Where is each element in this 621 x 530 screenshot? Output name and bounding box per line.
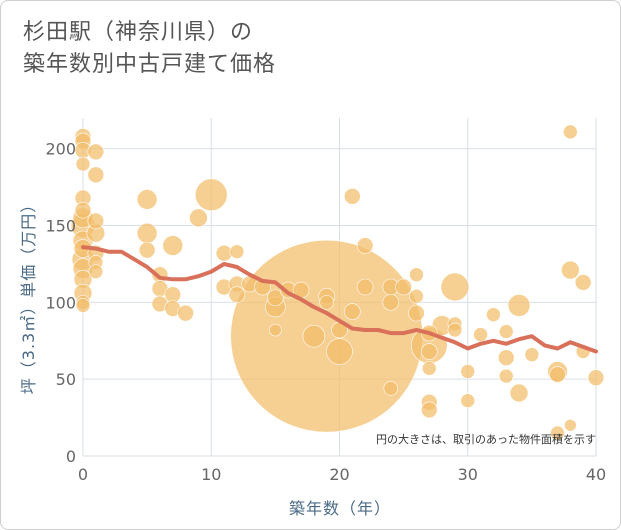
data-point bbox=[88, 264, 104, 279]
data-point bbox=[383, 381, 399, 396]
data-point bbox=[507, 294, 531, 317]
data-point bbox=[230, 239, 423, 433]
x-tick-label: 30 bbox=[458, 465, 478, 484]
data-point bbox=[421, 361, 437, 376]
chart-title: 杉田駅（神奈川県）の 築年数別中古戸建て価格 bbox=[23, 17, 276, 81]
data-point bbox=[587, 369, 605, 386]
data-point bbox=[75, 298, 91, 313]
x-tick-label: 0 bbox=[78, 465, 88, 484]
data-point bbox=[215, 244, 233, 262]
data-point bbox=[87, 166, 105, 184]
data-point bbox=[497, 349, 515, 366]
x-tick-label: 40 bbox=[586, 465, 606, 484]
data-point bbox=[189, 208, 208, 228]
data-point bbox=[162, 235, 184, 256]
data-point bbox=[563, 124, 578, 140]
data-point bbox=[229, 244, 245, 259]
data-point bbox=[136, 189, 158, 210]
data-point bbox=[549, 366, 566, 383]
data-point bbox=[509, 383, 529, 403]
data-point bbox=[138, 241, 156, 259]
bubble-size-note: 円の大きさは、取引のあった物件面積を示す bbox=[376, 432, 596, 446]
data-point bbox=[395, 278, 412, 296]
data-point bbox=[420, 401, 438, 419]
data-point bbox=[326, 338, 353, 365]
data-point bbox=[408, 304, 425, 322]
data-point bbox=[460, 393, 476, 408]
data-point bbox=[136, 222, 158, 244]
data-point bbox=[564, 418, 577, 432]
data-point bbox=[498, 368, 514, 384]
bubble-layer bbox=[70, 124, 605, 441]
y-tick-label: 200 bbox=[45, 140, 76, 159]
data-point bbox=[440, 272, 470, 302]
data-point bbox=[409, 288, 424, 304]
data-point bbox=[74, 201, 92, 219]
y-tick-label: 150 bbox=[45, 217, 76, 236]
y-tick-label: 0 bbox=[66, 447, 76, 466]
data-point bbox=[460, 364, 476, 379]
data-point bbox=[87, 143, 105, 161]
data-point bbox=[269, 323, 282, 337]
tick-labels: 0 10 20 30 40 0 50 100 150 200 bbox=[45, 140, 606, 484]
y-tick-label: 100 bbox=[45, 293, 76, 312]
data-point bbox=[267, 289, 284, 307]
data-point bbox=[524, 347, 540, 362]
data-point bbox=[177, 304, 194, 322]
data-point bbox=[228, 286, 246, 303]
data-point bbox=[382, 294, 400, 311]
data-point bbox=[550, 425, 565, 441]
data-point bbox=[344, 188, 361, 205]
data-point bbox=[356, 278, 374, 296]
data-point bbox=[486, 307, 501, 322]
data-point bbox=[75, 156, 91, 172]
data-point bbox=[87, 212, 105, 230]
title-line-2: 築年数別中古戸建て価格 bbox=[23, 52, 277, 77]
x-tick-label: 10 bbox=[201, 465, 221, 484]
x-tick-label: 20 bbox=[329, 465, 349, 484]
data-point bbox=[302, 324, 326, 348]
data-point bbox=[473, 327, 488, 342]
trend-layer bbox=[81, 245, 598, 354]
y-axis-label: 坪（3.3㎡）単価（万円） bbox=[19, 196, 38, 394]
data-point bbox=[409, 267, 424, 283]
data-point bbox=[420, 343, 438, 360]
data-point bbox=[194, 178, 228, 212]
data-point bbox=[574, 274, 592, 291]
y-tick-label: 50 bbox=[56, 370, 76, 389]
x-axis-label: 築年数（年） bbox=[289, 499, 391, 518]
data-point bbox=[344, 303, 361, 320]
data-point bbox=[447, 322, 463, 338]
data-point bbox=[356, 237, 374, 254]
trend-line bbox=[81, 245, 598, 354]
title-line-1: 杉田駅（神奈川県）の bbox=[23, 20, 254, 45]
data-point bbox=[561, 260, 580, 280]
data-point bbox=[498, 324, 514, 339]
data-point bbox=[319, 295, 334, 310]
